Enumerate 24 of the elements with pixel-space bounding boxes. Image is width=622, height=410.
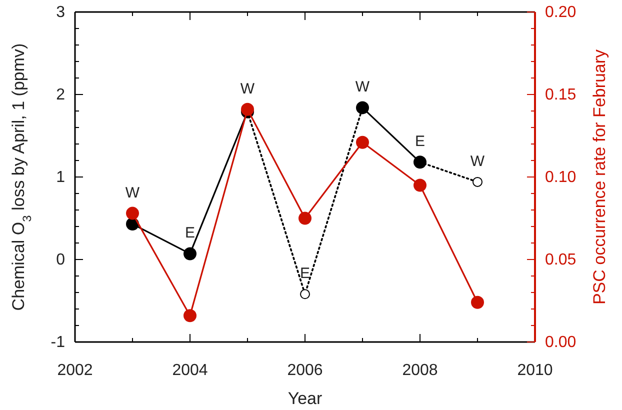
x-tick-label: 2006 — [287, 362, 323, 379]
y2-tick-label: 0.05 — [545, 252, 576, 269]
y2-tick-label: 0.00 — [545, 334, 576, 352]
x-tick-label: 2002 — [57, 362, 93, 379]
annotation: E — [300, 265, 310, 282]
x-axis-title: Year — [288, 389, 323, 408]
annotation: W — [125, 184, 140, 202]
annotation: E — [184, 224, 196, 242]
y-tick-label: 3 — [56, 4, 66, 22]
y2-tick-label: 0.10 — [545, 169, 576, 186]
x-tick-label: 2004 — [172, 362, 208, 379]
x-tick-label: 2008 — [402, 362, 438, 379]
y-tick-label: 2 — [56, 86, 66, 104]
y2-tick-label: 0.20 — [545, 4, 576, 22]
y2-axis-title: PSC occurrence rate for February — [590, 48, 609, 305]
annotation: E — [414, 133, 426, 150]
annotation: W — [355, 78, 370, 96]
y-tick-label: 0 — [56, 252, 66, 269]
annotation: W — [240, 80, 256, 98]
y-tick-label: 1 — [56, 169, 66, 186]
annotation: W — [470, 152, 486, 170]
y-tick-label: -1 — [50, 334, 66, 352]
x-tick-label: 2010 — [517, 362, 553, 379]
y2-tick-label: 0.15 — [545, 86, 576, 104]
